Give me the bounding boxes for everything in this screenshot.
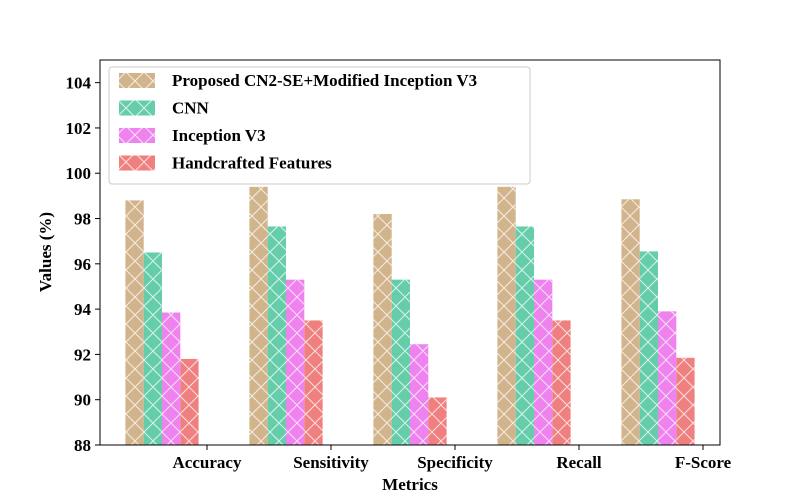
bar-cnn-specificity-hatch	[391, 279, 410, 445]
x-tick-label-recall: Recall	[556, 453, 602, 472]
x-tick-label-accuracy: Accuracy	[173, 453, 242, 472]
bar-cnn-recall-hatch	[515, 226, 534, 445]
bar-inception-v3-specificity-hatch	[410, 344, 429, 445]
bar-cnn-f-score-hatch	[639, 251, 658, 445]
bar-handcrafted-features-accuracy-hatch	[180, 358, 199, 445]
y-tick-label: 104	[66, 74, 92, 93]
legend-swatch-handcrafted-features-hatch	[119, 155, 155, 171]
y-tick-label: 96	[74, 255, 91, 274]
y-tick-label: 94	[74, 300, 92, 319]
bar-proposed-cn2-se-modified-inception-v3-specificity-hatch	[373, 214, 392, 445]
x-tick-label-sensitivity: Sensitivity	[293, 453, 369, 472]
x-tick-label-specificity: Specificity	[417, 453, 493, 472]
x-axis-label: Metrics	[382, 475, 438, 494]
legend-swatch-cnn-hatch	[119, 100, 155, 116]
bar-cnn-sensitivity-hatch	[267, 226, 286, 445]
y-tick-label: 90	[74, 391, 91, 410]
bar-proposed-cn2-se-modified-inception-v3-f-score-hatch	[621, 199, 640, 445]
bar-handcrafted-features-specificity-hatch	[428, 397, 447, 445]
bar-inception-v3-accuracy-hatch	[162, 312, 181, 445]
bar-handcrafted-features-sensitivity-hatch	[304, 320, 323, 445]
bar-proposed-cn2-se-modified-inception-v3-accuracy-hatch	[125, 200, 144, 445]
legend-swatch-proposed-cn2-se-modified-inception-v3-hatch	[119, 73, 155, 88]
legend-label-inception-v3: Inception V3	[172, 126, 266, 145]
legend-label-proposed-cn2-se-modified-inception-v3: Proposed CN2-SE+Modified Inception V3	[172, 71, 477, 90]
y-axis-label: Values (%)	[36, 212, 55, 292]
bar-handcrafted-features-recall-hatch	[552, 320, 571, 445]
y-tick-label: 102	[66, 119, 92, 138]
y-tick-label: 92	[74, 345, 91, 364]
y-tick-label: 98	[74, 210, 91, 229]
bar-proposed-cn2-se-modified-inception-v3-sensitivity-hatch	[249, 186, 268, 445]
bar-inception-v3-sensitivity-hatch	[286, 279, 305, 445]
bars-group	[125, 186, 695, 445]
bar-inception-v3-f-score-hatch	[658, 311, 677, 445]
legend-label-handcrafted-features: Handcrafted Features	[172, 154, 332, 173]
legend-swatch-inception-v3-hatch	[119, 128, 155, 143]
bar-handcrafted-features-f-score-hatch	[676, 357, 695, 445]
y-tick-label: 100	[66, 164, 92, 183]
plot-frame	[99, 59, 721, 446]
bar-cnn-accuracy-hatch	[143, 252, 162, 445]
y-axis: 88 90 92 94 96 98 100 102 104	[66, 74, 100, 455]
legend-label-cnn: CNN	[172, 99, 210, 118]
bar-inception-v3-recall-hatch	[534, 279, 553, 445]
legend: Proposed CN2-SE+Modified Inception V3 CNN…	[108, 66, 531, 185]
bar-proposed-cn2-se-modified-inception-v3-recall-hatch	[497, 186, 516, 445]
y-tick-label: 88	[74, 436, 91, 455]
x-tick-label-f-score: F-Score	[675, 453, 732, 472]
x-axis: Accuracy Sensitivity Specificity Recall F-Sc…	[173, 445, 732, 472]
legend-frame	[108, 66, 531, 185]
